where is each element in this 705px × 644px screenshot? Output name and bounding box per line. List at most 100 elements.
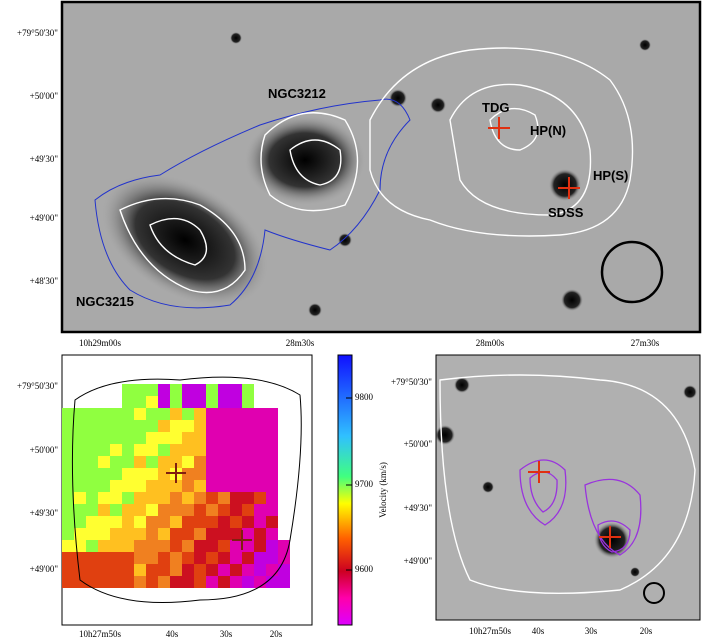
pixel — [134, 564, 146, 576]
pixel — [266, 468, 278, 480]
pixel — [230, 420, 242, 432]
contour — [119, 197, 246, 294]
pixel — [194, 444, 206, 456]
contour — [369, 47, 634, 237]
colorbar-tick-label: 9800 — [355, 392, 374, 402]
pixel — [206, 552, 218, 564]
pixel — [230, 456, 242, 468]
pixel — [74, 492, 86, 504]
pixel — [206, 432, 218, 444]
pixel — [158, 492, 170, 504]
pixel — [206, 528, 218, 540]
pixel — [74, 480, 86, 492]
pixel — [170, 540, 182, 552]
y-tick-label: +48'30" — [30, 276, 59, 286]
pixel — [86, 504, 98, 516]
pixel — [170, 408, 182, 420]
pixel — [242, 468, 254, 480]
frame — [435, 354, 701, 621]
pixel — [170, 516, 182, 528]
pixel — [170, 456, 182, 468]
pixel — [62, 528, 74, 540]
pixel — [170, 384, 182, 396]
pixel — [242, 444, 254, 456]
pixel — [242, 432, 254, 444]
pixel — [182, 528, 194, 540]
pixel — [218, 564, 230, 576]
pixel — [230, 504, 242, 516]
pixel — [122, 516, 134, 528]
pixel — [86, 456, 98, 468]
pixel — [158, 444, 170, 456]
pixel — [158, 528, 170, 540]
y-tick-label: +79°50'30" — [17, 28, 58, 38]
pixel — [158, 384, 170, 396]
sky — [436, 355, 700, 620]
pixel — [266, 504, 278, 516]
pixel — [170, 420, 182, 432]
x-tick-label: 30s — [220, 629, 233, 639]
pixel — [206, 396, 218, 408]
star — [338, 233, 352, 247]
pixel — [122, 564, 134, 576]
contour — [489, 107, 539, 151]
pixel — [158, 396, 170, 408]
pixel — [182, 420, 194, 432]
pixel — [74, 552, 86, 564]
star — [230, 32, 242, 44]
pixel — [158, 540, 170, 552]
pixel — [98, 444, 110, 456]
pixel — [242, 408, 254, 420]
pixel — [206, 576, 218, 588]
pixel — [98, 564, 110, 576]
pixel — [122, 444, 134, 456]
pixel — [134, 552, 146, 564]
marker — [528, 461, 621, 548]
pixel — [62, 408, 74, 420]
pixel — [74, 408, 86, 420]
pixel — [110, 552, 122, 564]
pixel — [134, 456, 146, 468]
pixel — [122, 432, 134, 444]
pixel — [74, 576, 86, 588]
pixel — [110, 480, 122, 492]
pixel — [278, 576, 290, 588]
pixel — [242, 456, 254, 468]
star — [308, 303, 322, 317]
pixel — [98, 576, 110, 588]
pixel — [218, 396, 230, 408]
pixel — [62, 576, 74, 588]
pixel — [194, 432, 206, 444]
pixel — [170, 552, 182, 564]
pixel — [218, 552, 230, 564]
pixel — [134, 540, 146, 552]
pixel — [194, 528, 206, 540]
pixel — [134, 516, 146, 528]
pixel — [194, 456, 206, 468]
pixel — [194, 420, 206, 432]
contour — [260, 112, 359, 212]
pixel — [110, 492, 122, 504]
pixel — [194, 384, 206, 396]
pixel — [146, 540, 158, 552]
pixel — [266, 540, 278, 552]
pixel — [122, 480, 134, 492]
pixel — [194, 552, 206, 564]
pixel — [242, 420, 254, 432]
pixel — [170, 396, 182, 408]
pixel — [218, 408, 230, 420]
pixel — [134, 492, 146, 504]
pixel — [194, 396, 206, 408]
pixel — [182, 552, 194, 564]
pixel — [194, 468, 206, 480]
contour — [71, 376, 302, 603]
pixel — [158, 516, 170, 528]
pixel — [158, 576, 170, 588]
pixel — [194, 516, 206, 528]
pixel — [146, 444, 158, 456]
pixel — [182, 564, 194, 576]
pixel — [134, 432, 146, 444]
pixel — [122, 504, 134, 516]
pixel — [182, 504, 194, 516]
